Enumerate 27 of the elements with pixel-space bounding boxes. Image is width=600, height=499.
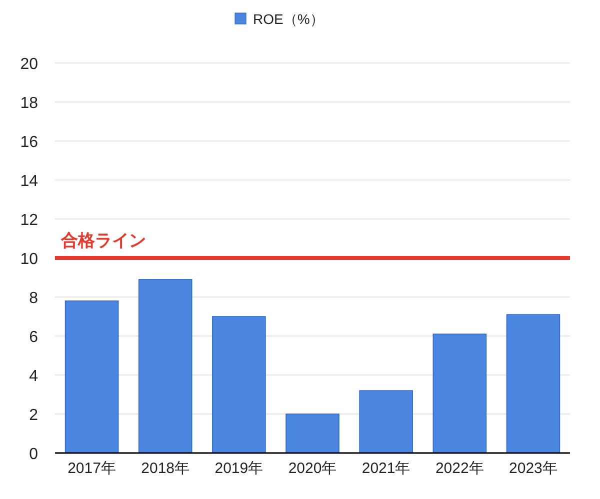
y-tick-label: 16 xyxy=(20,134,38,151)
y-tick-label: 10 xyxy=(20,251,38,268)
x-tick-label: 2017年 xyxy=(68,460,116,477)
y-tick-label: 20 xyxy=(20,56,38,73)
bar xyxy=(212,316,266,454)
ref-line-label: 合格ライン xyxy=(60,231,146,250)
y-tick-label: 18 xyxy=(20,95,38,112)
x-tick-label: 2020年 xyxy=(288,460,337,477)
bar xyxy=(432,334,487,454)
x-tick-label: 2022年 xyxy=(435,460,484,477)
x-tick-label: 2019年 xyxy=(214,460,264,477)
legend-label: ROE（%） xyxy=(253,11,324,27)
bar xyxy=(506,314,560,454)
y-tick-label: 4 xyxy=(29,368,38,385)
y-tick-label: 12 xyxy=(20,212,38,229)
bar xyxy=(64,300,119,454)
bar xyxy=(138,279,192,454)
y-tick-label: 6 xyxy=(29,329,38,346)
y-tick-label: 14 xyxy=(20,173,38,190)
bar xyxy=(286,414,340,454)
x-tick-label: 2018年 xyxy=(141,460,190,477)
y-tick-label: 8 xyxy=(29,290,38,307)
y-tick-label: 0 xyxy=(29,446,38,463)
x-tick-label: 2023年 xyxy=(509,460,558,477)
y-tick-label: 2 xyxy=(29,407,38,424)
x-tick-label: 2021年 xyxy=(362,460,410,477)
bar xyxy=(359,390,413,454)
